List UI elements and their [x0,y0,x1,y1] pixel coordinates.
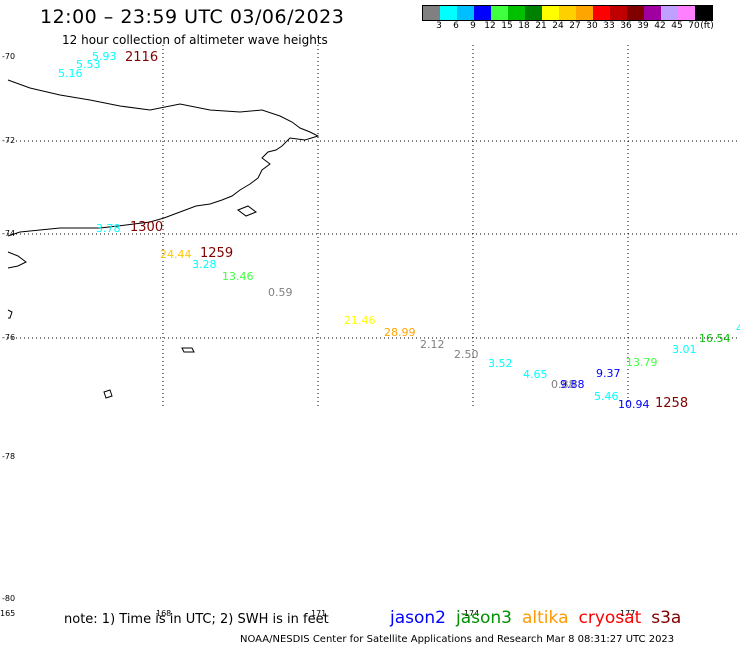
wave-height-label: 3.01 [672,343,697,356]
colorbar-swatch [508,6,525,20]
satellite-name: altika [522,608,569,628]
lat-label: -80 [2,594,16,603]
wave-height-label: 1300 [130,220,164,235]
colorbar-swatch [627,6,644,20]
colorbar-swatch [576,6,593,20]
wave-height-label: 16.54 [699,332,731,345]
units-note: note: 1) Time is in UTC; 2) SWH is in fe… [64,612,329,627]
wave-height-label: 13.46 [222,270,254,283]
wave-height-label: 2116 [125,50,159,65]
wave-height-label: 4 [736,322,740,335]
colorbar-label: 3 [436,21,442,31]
lat-label: -74 [2,229,16,238]
lon-label: 177 [620,609,636,618]
wave-height-label: 1258 [655,396,689,411]
wave-height-label: 21.46 [344,314,376,327]
colorbar-swatch [695,6,712,20]
colorbar-label: 36 [620,21,632,31]
wave-height-label: 9.37 [596,367,621,380]
satellite-name: cryosat [578,608,642,628]
graticule [8,45,740,408]
lon-label: -174 [461,609,480,618]
colorbar-swatch [661,6,678,20]
wave-height-label: 13.79 [626,356,658,369]
wave-height-label: 24.44 [160,248,192,261]
map-title: 12:00 – 23:59 UTC 03/06/2023 [40,6,345,28]
wave-height-label: 5.93 [92,50,117,63]
colorbar-label: 45 [671,21,683,31]
wave-height-label: 28.99 [384,326,416,339]
colorbar-label: 42 [654,21,666,31]
coastline [7,79,320,399]
colorbar-label: 12 [484,21,496,31]
wave-height-label: 3.28 [192,258,217,271]
wave-height-label: 0.88 [551,378,576,391]
lat-label: -72 [2,136,16,145]
colorbar-swatch [610,6,627,20]
colorbar-label: 21 [535,21,547,31]
lat-label: -76 [2,333,16,342]
wave-height-label: 9.88 [560,378,585,391]
lon-label: 165 [0,609,16,618]
colorbar-swatch [423,6,440,20]
colorbar-swatch [474,6,491,20]
colorbar-swatch [457,6,474,20]
colorbar-swatch [525,6,542,20]
wave-height-label: 5.46 [594,390,619,403]
wave-height-label: 10.94 [618,398,650,411]
colorbar-label: (ft) [700,21,714,31]
colorbar-swatch [559,6,576,20]
wave-height-label: 1259 [200,246,234,261]
colorbar-legend [422,5,713,21]
wave-height-label: 2.12 [420,338,445,351]
wave-height-label: 4.65 [523,368,548,381]
colorbar-label: 6 [453,21,459,31]
colorbar-label: 27 [569,21,581,31]
colorbar-label: 70 [688,21,700,31]
lon-label: 171 [311,609,327,618]
colorbar-label: 24 [552,21,564,31]
colorbar-swatch [644,6,661,20]
lat-label: -70 [2,52,16,61]
lat-label: -78 [2,452,16,461]
colorbar-label: 15 [501,21,513,31]
wave-height-label: 5.53 [76,58,101,71]
wave-height-label: 5.16 [58,67,83,80]
colorbar-label: 18 [518,21,530,31]
colorbar-label: 39 [637,21,649,31]
wave-height-label: 3.78 [96,222,121,235]
colorbar-label: 30 [586,21,598,31]
map-subtitle: 12 hour collection of altimeter wave hei… [62,33,328,47]
colorbar-swatch [678,6,695,20]
colorbar-swatch [593,6,610,20]
satellite-name: s3a [651,608,682,628]
colorbar-label: 9 [470,21,476,31]
lon-label: 168 [156,609,172,618]
colorbar-swatch [440,6,457,20]
wave-height-label: 0.59 [268,286,293,299]
satellite-name: jason2 [390,608,446,628]
wave-height-label: 2.50 [454,348,479,361]
colorbar-label: 33 [603,21,615,31]
satellite-legend: jason2 jason3 altika cryosat s3a [390,608,691,628]
colorbar-swatch [491,6,508,20]
footer-credit: NOAA/NESDIS Center for Satellite Applica… [240,634,675,645]
satellite-name: jason3 [456,608,512,628]
colorbar-swatch [542,6,559,20]
wave-height-label: 3.52 [488,357,513,370]
